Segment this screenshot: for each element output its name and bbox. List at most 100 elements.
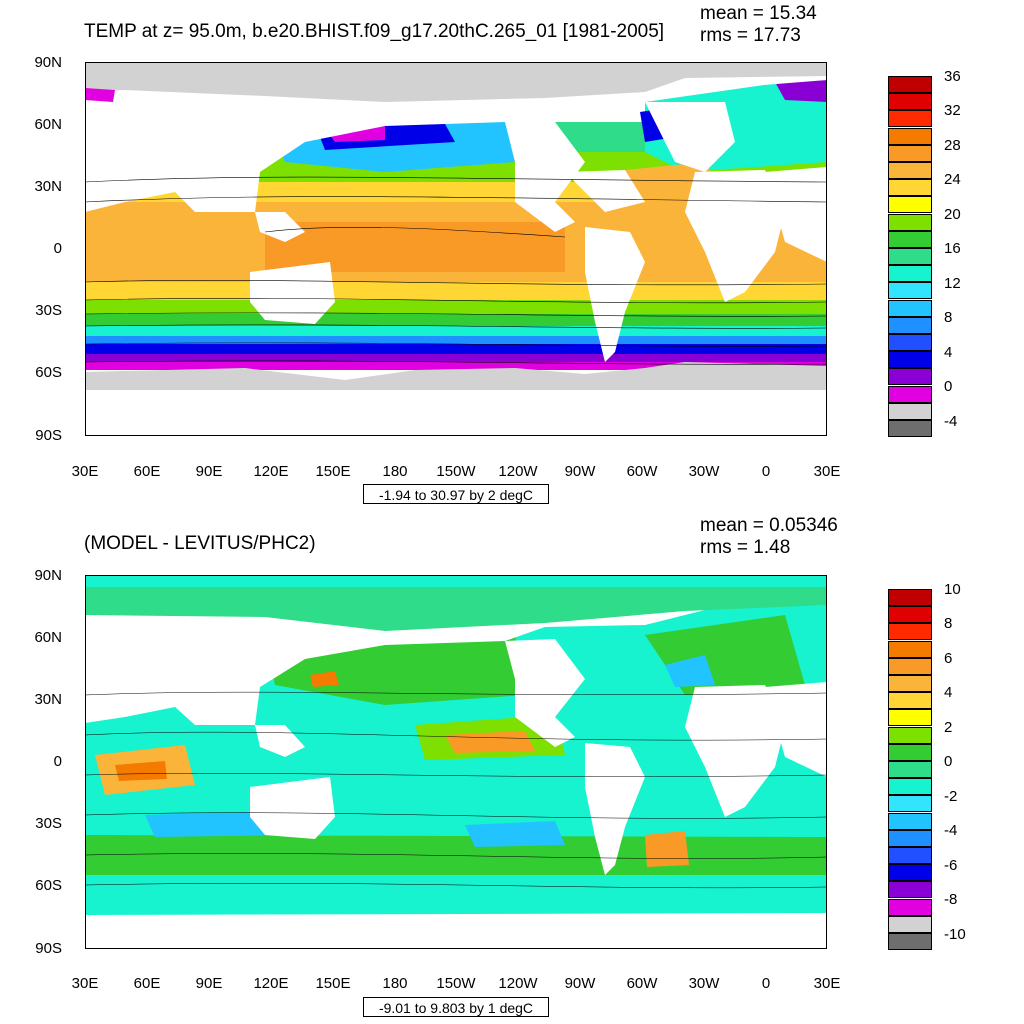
colorbar-swatch bbox=[888, 93, 932, 111]
colorbar-label: 8 bbox=[944, 309, 953, 326]
colorbar-swatch bbox=[888, 420, 932, 437]
rms-value: rms = 17.73 bbox=[700, 25, 801, 46]
lat-label: 0 bbox=[53, 753, 62, 770]
lon-label: 180 bbox=[382, 463, 408, 480]
colorbar-label: 10 bbox=[944, 581, 961, 598]
colorbar-label: 0 bbox=[944, 753, 953, 770]
lon-label: 0 bbox=[761, 975, 771, 992]
colorbar-label: -4 bbox=[944, 822, 958, 839]
lon-label: 90E bbox=[195, 463, 223, 480]
colorbar-swatch bbox=[888, 657, 932, 675]
lon-label: 30W bbox=[688, 975, 720, 992]
lat-label: 30N bbox=[34, 691, 62, 708]
lon-label: 60W bbox=[626, 463, 658, 480]
colorbar-swatch bbox=[888, 385, 932, 403]
contour-range-label: -1.94 to 30.97 by 2 degC bbox=[363, 484, 549, 504]
colorbar-label: 8 bbox=[944, 615, 953, 632]
colorbar-label: 36 bbox=[944, 68, 961, 85]
colorbar-label: 32 bbox=[944, 102, 961, 119]
colorbar-swatch bbox=[888, 881, 932, 899]
colorbar-swatch bbox=[888, 709, 932, 727]
colorbar-swatch bbox=[888, 795, 932, 813]
colorbar-swatch bbox=[888, 402, 932, 420]
lon-label: 150E bbox=[315, 463, 351, 480]
lon-label: 60W bbox=[626, 975, 658, 992]
colorbar-swatch bbox=[888, 847, 932, 864]
colorbar-swatch bbox=[888, 213, 932, 231]
lon-label: 120E bbox=[253, 463, 289, 480]
lat-label: 90N bbox=[34, 567, 62, 584]
colorbar-swatch bbox=[888, 368, 932, 386]
colorbar-swatch bbox=[888, 248, 932, 265]
colorbar-swatch bbox=[888, 127, 932, 145]
lon-label: 120W bbox=[498, 975, 538, 992]
lon-label: 120W bbox=[498, 463, 538, 480]
colorbar-swatch bbox=[888, 640, 932, 658]
lon-label: 180 bbox=[382, 975, 408, 992]
lon-label: 90E bbox=[195, 975, 223, 992]
lon-label: 30E bbox=[71, 463, 99, 480]
lon-label: 30E bbox=[813, 975, 841, 992]
colorbar-label: -8 bbox=[944, 891, 958, 908]
colorbar-swatch bbox=[888, 589, 932, 606]
lon-label: 0 bbox=[761, 463, 771, 480]
colorbar-swatch bbox=[888, 230, 932, 248]
lat-label: 0 bbox=[53, 240, 62, 257]
colorbar-label: 24 bbox=[944, 171, 961, 188]
colorbar-label: 28 bbox=[944, 137, 961, 154]
lat-label: 30S bbox=[35, 815, 62, 832]
colorbar-swatch bbox=[888, 829, 932, 847]
lat-label: 90N bbox=[34, 54, 62, 71]
colorbar-swatch bbox=[888, 606, 932, 624]
lat-label: 60S bbox=[35, 877, 62, 894]
colorbar-swatch bbox=[888, 316, 932, 334]
colorbar-swatch bbox=[888, 196, 932, 214]
difference-map bbox=[85, 575, 827, 949]
lon-label: 150W bbox=[436, 463, 476, 480]
colorbar-swatch bbox=[888, 898, 932, 916]
colorbar-label: 2 bbox=[944, 719, 953, 736]
lon-label: 150W bbox=[436, 975, 476, 992]
colorbar-label: 12 bbox=[944, 275, 961, 292]
lat-label: 60S bbox=[35, 364, 62, 381]
lon-label: 30E bbox=[71, 975, 99, 992]
lon-label: 60E bbox=[133, 975, 161, 992]
colorbar-swatch bbox=[888, 675, 932, 692]
lon-label: 150E bbox=[315, 975, 351, 992]
colorbar-label: -4 bbox=[944, 413, 958, 430]
lon-label: 60E bbox=[133, 463, 161, 480]
lat-label: 30S bbox=[35, 302, 62, 319]
colorbar-swatch bbox=[888, 76, 932, 93]
colorbar-swatch bbox=[888, 179, 932, 197]
colorbar-swatch bbox=[888, 933, 932, 950]
mean-value: mean = 0.05346 bbox=[700, 515, 838, 536]
rms-value: rms = 1.48 bbox=[700, 537, 791, 558]
colorbar-label: 20 bbox=[944, 206, 961, 223]
colorbar-swatch bbox=[888, 692, 932, 710]
difference-map-panel: (MODEL - LEVITUS/PHC2) mean = 0.05346 rm… bbox=[0, 512, 1024, 1024]
colorbar-label: 6 bbox=[944, 650, 953, 667]
colorbar-swatch bbox=[888, 110, 932, 128]
colorbar bbox=[888, 76, 932, 437]
colorbar-swatch bbox=[888, 299, 932, 317]
lat-label: 90S bbox=[35, 427, 62, 444]
colorbar-swatch bbox=[888, 282, 932, 300]
colorbar-swatch bbox=[888, 778, 932, 796]
lat-label: 30N bbox=[34, 178, 62, 195]
lat-label: 90S bbox=[35, 940, 62, 957]
temperature-map-panel: TEMP at z= 95.0m, b.e20.BHIST.f09_g17.20… bbox=[34, 4, 961, 504]
colorbar-label: -2 bbox=[944, 788, 958, 805]
colorbar-label: 16 bbox=[944, 240, 961, 257]
lat-label: 60N bbox=[34, 629, 62, 646]
colorbar-swatch bbox=[888, 864, 932, 882]
map-title: (MODEL - LEVITUS/PHC2) bbox=[84, 533, 316, 554]
colorbar-label: -10 bbox=[944, 926, 966, 943]
colorbar-swatch bbox=[888, 623, 932, 641]
lat-label: 60N bbox=[34, 116, 62, 133]
lon-label: 120E bbox=[253, 975, 289, 992]
colorbar-swatch bbox=[888, 162, 932, 179]
colorbar bbox=[888, 589, 932, 950]
colorbar-label: -6 bbox=[944, 857, 958, 874]
colorbar-swatch bbox=[888, 743, 932, 761]
temperature-map bbox=[85, 62, 827, 436]
